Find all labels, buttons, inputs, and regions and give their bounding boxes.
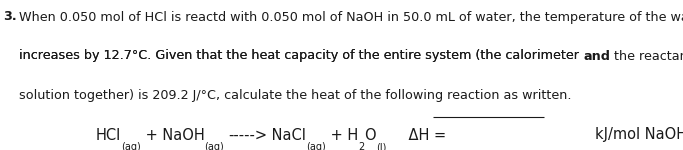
Text: ----->: ----->	[228, 128, 267, 142]
Text: increases by 12.7°C. Given that the heat capacity of the entire system (the calo: increases by 12.7°C. Given that the heat…	[19, 50, 583, 63]
Text: NaCl: NaCl	[267, 128, 306, 142]
Text: + H: + H	[326, 128, 358, 142]
Text: (aq): (aq)	[204, 142, 224, 150]
Text: solution together) is 209.2 J/°C, calculate the heat of the following reaction a: solution together) is 209.2 J/°C, calcul…	[19, 88, 572, 102]
Text: When 0.050 mol of HCl is reactd with 0.050 mol of NaOH in 50.0 mL of water, the : When 0.050 mol of HCl is reactd with 0.0…	[19, 11, 683, 24]
Text: increases by 12.7°C. Given that the heat capacity of the entire system (the calo: increases by 12.7°C. Given that the heat…	[19, 50, 583, 63]
Text: the reactant: the reactant	[610, 50, 683, 63]
Text: HCl: HCl	[96, 128, 121, 142]
Text: (l): (l)	[376, 142, 387, 150]
Text: (aq): (aq)	[121, 142, 141, 150]
Text: and: and	[583, 50, 610, 63]
Text: 3.: 3.	[3, 11, 17, 24]
Text: O: O	[364, 128, 376, 142]
Text: 2: 2	[358, 142, 364, 150]
Text: kJ/mol NaOH: kJ/mol NaOH	[595, 128, 683, 142]
Text: ΔH =: ΔH =	[391, 128, 447, 142]
Text: (aq): (aq)	[306, 142, 326, 150]
Text: + NaOH: + NaOH	[141, 128, 204, 142]
